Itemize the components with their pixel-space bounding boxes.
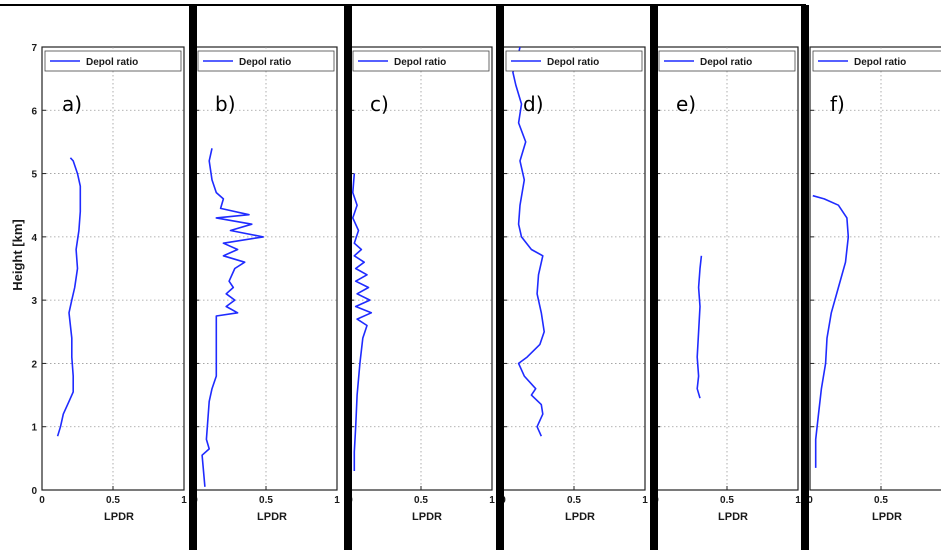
y-tick-label: 5 xyxy=(31,170,37,181)
legend: Depol ratio xyxy=(812,50,941,72)
x-tick-label: 0.5 xyxy=(567,495,581,506)
y-tick-label: 2 xyxy=(31,359,37,370)
x-axis-label: LPDR xyxy=(718,511,748,523)
y-tick-label: 7 xyxy=(31,43,37,54)
x-tick-label: 0.5 xyxy=(720,495,734,506)
legend-box xyxy=(658,50,796,72)
legend-label: Depol ratio xyxy=(239,57,291,68)
x-tick-label: 0 xyxy=(807,495,813,506)
y-tick-label: 0 xyxy=(31,486,37,497)
x-axis-label: LPDR xyxy=(872,511,902,523)
series-line-depol-ratio xyxy=(352,173,373,471)
legend-label: Depol ratio xyxy=(394,57,446,68)
series-line-depol-ratio xyxy=(812,194,850,468)
x-tick-label: 0.5 xyxy=(414,495,428,506)
panel-divider xyxy=(650,5,658,550)
legend: Depol ratio xyxy=(197,50,335,72)
y-tick-label: 1 xyxy=(31,423,37,434)
series-line-depol-ratio xyxy=(56,157,82,437)
legend-box xyxy=(197,50,335,72)
panel-divider xyxy=(189,5,197,550)
series-line-depol-ratio xyxy=(696,255,703,399)
x-tick-label: 1 xyxy=(642,495,648,506)
legend-box xyxy=(812,50,941,72)
legend-box xyxy=(44,50,182,72)
legend: Depol ratio xyxy=(658,50,796,72)
legend: Depol ratio xyxy=(352,50,490,72)
y-tick-label: 4 xyxy=(31,233,37,244)
panel-label: c) xyxy=(370,92,389,116)
panel-divider xyxy=(801,5,809,550)
legend: Depol ratio xyxy=(505,50,643,72)
x-axis-label: LPDR xyxy=(257,511,287,523)
panel-label: b) xyxy=(215,92,236,116)
x-tick-label: 1 xyxy=(489,495,495,506)
panel-label: e) xyxy=(676,92,696,116)
series-line-depol-ratio xyxy=(201,148,264,487)
plot-area xyxy=(809,46,941,491)
legend-label: Depol ratio xyxy=(86,57,138,68)
panel-label: f) xyxy=(830,92,845,116)
panel-label: d) xyxy=(523,92,544,116)
x-tick-label: 0.5 xyxy=(259,495,273,506)
y-axis-label: Height [km] xyxy=(10,219,25,291)
x-tick-label: 0 xyxy=(39,495,45,506)
x-axis-label: LPDR xyxy=(104,511,134,523)
x-axis-label: LPDR xyxy=(412,511,442,523)
x-tick-label: 1 xyxy=(334,495,340,506)
legend-label: Depol ratio xyxy=(854,57,906,68)
series-line-depol-ratio xyxy=(512,46,545,437)
y-tick-label: 3 xyxy=(31,296,37,307)
panel-divider xyxy=(496,5,504,550)
x-tick-label: 1 xyxy=(795,495,801,506)
legend-label: Depol ratio xyxy=(547,57,599,68)
panel-divider xyxy=(344,5,352,550)
y-tick-label: 6 xyxy=(31,106,37,117)
x-tick-label: 0.5 xyxy=(106,495,120,506)
legend-box xyxy=(352,50,490,72)
legend-box xyxy=(505,50,643,72)
panel-a: 0 0.5 1 0 1 2 3 4 5 6 7 LPDR Depol ratio a) xyxy=(31,43,187,523)
x-tick-label: 1 xyxy=(181,495,187,506)
panel-label: a) xyxy=(62,92,82,116)
legend-label: Depol ratio xyxy=(700,57,752,68)
x-axis-label: LPDR xyxy=(565,511,595,523)
legend: Depol ratio xyxy=(44,50,182,72)
x-tick-label: 0.5 xyxy=(874,495,888,506)
